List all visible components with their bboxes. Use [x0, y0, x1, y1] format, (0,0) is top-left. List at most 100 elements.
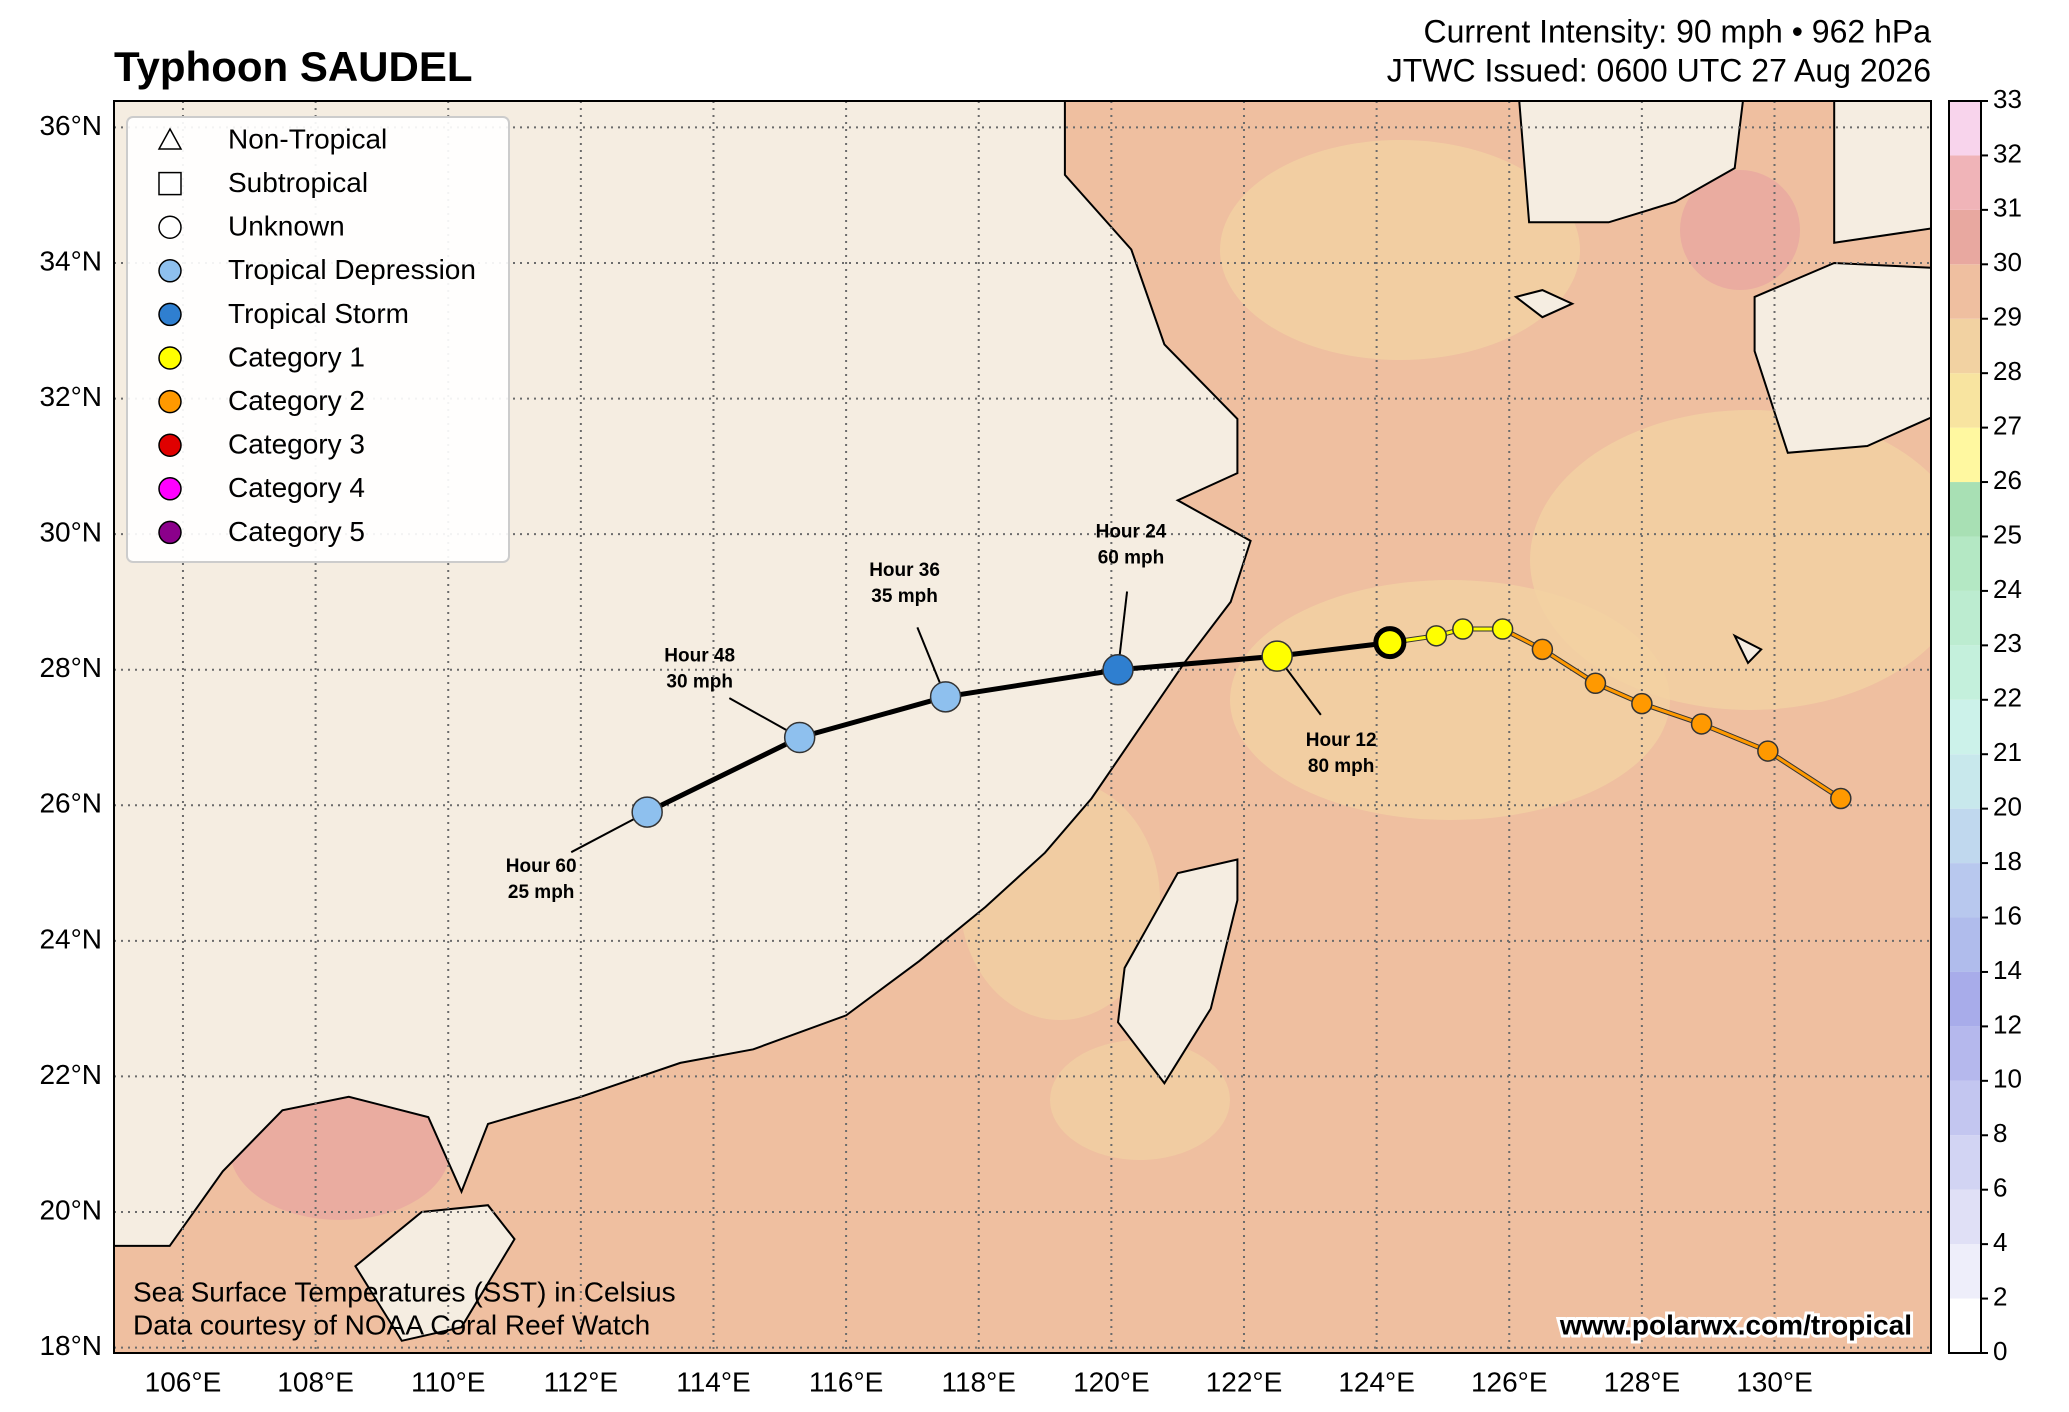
colorbar-tick-label: 0	[1993, 1336, 2007, 1366]
colorbar-tick-label: 24	[1993, 574, 2022, 604]
colorbar-segment	[1949, 373, 1981, 428]
note: Data courtesy of NOAA Coral Reef Watch	[133, 1309, 650, 1340]
intensity: Current Intensity: 90 mph • 962 hPa	[1424, 13, 1932, 49]
colorbar-segment	[1949, 155, 1981, 210]
landmass	[1732, 633, 1763, 665]
forecast-hour: Hour 24	[1096, 522, 1167, 543]
colorbar-segment	[1949, 1189, 1981, 1245]
colorbar-tick-label: 4	[1993, 1227, 2007, 1257]
y-tick-label: 18°N	[39, 1330, 102, 1361]
colorbar-tick-label: 10	[1993, 1064, 2022, 1094]
colorbar-tick-label: 16	[1993, 900, 2022, 930]
colorbar-tick-label: 14	[1993, 955, 2022, 985]
x-tick-label: 118°E	[941, 1366, 1016, 1397]
x-tick-label: 106°E	[145, 1366, 222, 1397]
past-point	[1757, 740, 1779, 762]
y-tick-label: 20°N	[39, 1194, 102, 1225]
landmass	[354, 1204, 516, 1342]
colorbar-segment	[1949, 645, 1981, 700]
landmass	[1753, 261, 1931, 454]
legend-marker	[158, 302, 182, 327]
y-tick-label: 24°N	[39, 923, 102, 954]
landmass	[1518, 101, 1744, 224]
past-point	[1452, 618, 1474, 640]
y-tick-label: 28°N	[39, 652, 102, 683]
y-tick-label: 32°N	[39, 381, 102, 412]
colorbar-tick-label: 33	[1993, 84, 2022, 114]
colorbar-segment	[1949, 536, 1981, 591]
colorbar-tick-label: 31	[1993, 193, 2022, 223]
colorbar-segment	[1949, 699, 1981, 755]
sst-area	[230, 1080, 450, 1220]
past-point	[1584, 672, 1607, 695]
sst-area	[1680, 170, 1800, 290]
colorbar-segment	[1949, 1080, 1981, 1136]
colorbar-segment	[1949, 101, 1981, 156]
forecast-hour: Hour 48	[664, 646, 735, 667]
legend-label: Tropical Storm	[228, 298, 409, 329]
legend-label: Unknown	[228, 211, 345, 242]
forecast-wind: 80 mph	[1308, 756, 1375, 777]
past-track	[1700, 722, 1769, 753]
colorbar-tick-label: 25	[1993, 519, 2022, 549]
colorbar-tick-label: 30	[1993, 247, 2022, 277]
forecast-point	[1102, 653, 1134, 686]
x-tick-label: 130°E	[1736, 1366, 1813, 1397]
colorbar: 0246810121416182021222324252627282930313…	[1948, 84, 2022, 1366]
colorbar-tick-label: 27	[1993, 410, 2022, 440]
colorbar-segment	[1949, 754, 1981, 809]
legend-marker	[158, 346, 182, 370]
past-point	[1425, 625, 1448, 647]
legend-marker	[157, 127, 183, 150]
colorbar-segment	[1949, 590, 1981, 646]
legend-box	[126, 116, 510, 563]
past-point	[1690, 713, 1713, 735]
title: Typhoon SAUDEL	[114, 43, 473, 90]
colorbar-tick-label: 6	[1993, 1173, 2007, 1203]
colorbar-tick-label: 29	[1993, 302, 2022, 332]
forecast-hour: Hour 36	[869, 560, 940, 581]
current-position	[1373, 626, 1407, 660]
axes: 106°E 108°E 110°E 112°E 114°E 116°E 118°E 120°E…	[39, 110, 1812, 1398]
legend-marker	[158, 520, 182, 545]
sst-area	[1530, 410, 1931, 710]
colorbar-segment	[1949, 863, 1981, 918]
forecast-point	[631, 796, 663, 828]
colorbar-tick-label: 23	[1993, 628, 2022, 658]
legend: Non-Tropical Subtropical Unknown Tropical D…	[126, 116, 510, 563]
plot-area: Hour 12 80 mph Hour 24 60 mph Hour 36 35 mph H…	[114, 101, 1931, 1353]
colorbar-tick-label: 21	[1993, 737, 2022, 767]
landmass	[1513, 289, 1575, 319]
x-tick-label: 124°E	[1338, 1366, 1415, 1397]
colorbar-segment	[1949, 209, 1981, 265]
colorbar-tick-label: 20	[1993, 792, 2022, 822]
forecast-point	[1261, 640, 1293, 672]
legend-marker	[158, 171, 182, 196]
colorbar-tick-label: 12	[1993, 1009, 2022, 1039]
colorbar-tick-label: 8	[1993, 1118, 2007, 1148]
x-tick-label: 110°E	[411, 1366, 486, 1397]
legend-label: Category 1	[228, 341, 365, 372]
x-tick-label: 126°E	[1471, 1366, 1548, 1397]
past-track	[1767, 749, 1842, 800]
y-tick-label: 30°N	[39, 517, 102, 548]
past-point	[1830, 787, 1852, 810]
legend-label: Tropical Depression	[228, 254, 476, 285]
past-point	[1631, 692, 1653, 715]
colorbar-segment	[1949, 482, 1981, 537]
legend-label: Category 5	[228, 516, 365, 547]
y-tick-label: 36°N	[39, 110, 102, 141]
colorbar-segment	[1949, 1135, 1981, 1190]
legend-label: Subtropical	[228, 167, 368, 198]
legend-marker	[158, 477, 182, 501]
forecast-point	[783, 721, 816, 754]
forecast-hour: Hour 60	[506, 856, 577, 877]
legend-label: Category 3	[228, 429, 365, 460]
y-tick-label: 26°N	[39, 788, 102, 819]
legend-marker	[158, 259, 182, 283]
colorbar-segment	[1949, 1244, 1981, 1299]
y-tick-label: 34°N	[39, 245, 102, 276]
x-tick-label: 114°E	[676, 1366, 751, 1397]
colorbar-segment	[1949, 318, 1981, 374]
sst-area	[1230, 580, 1670, 820]
